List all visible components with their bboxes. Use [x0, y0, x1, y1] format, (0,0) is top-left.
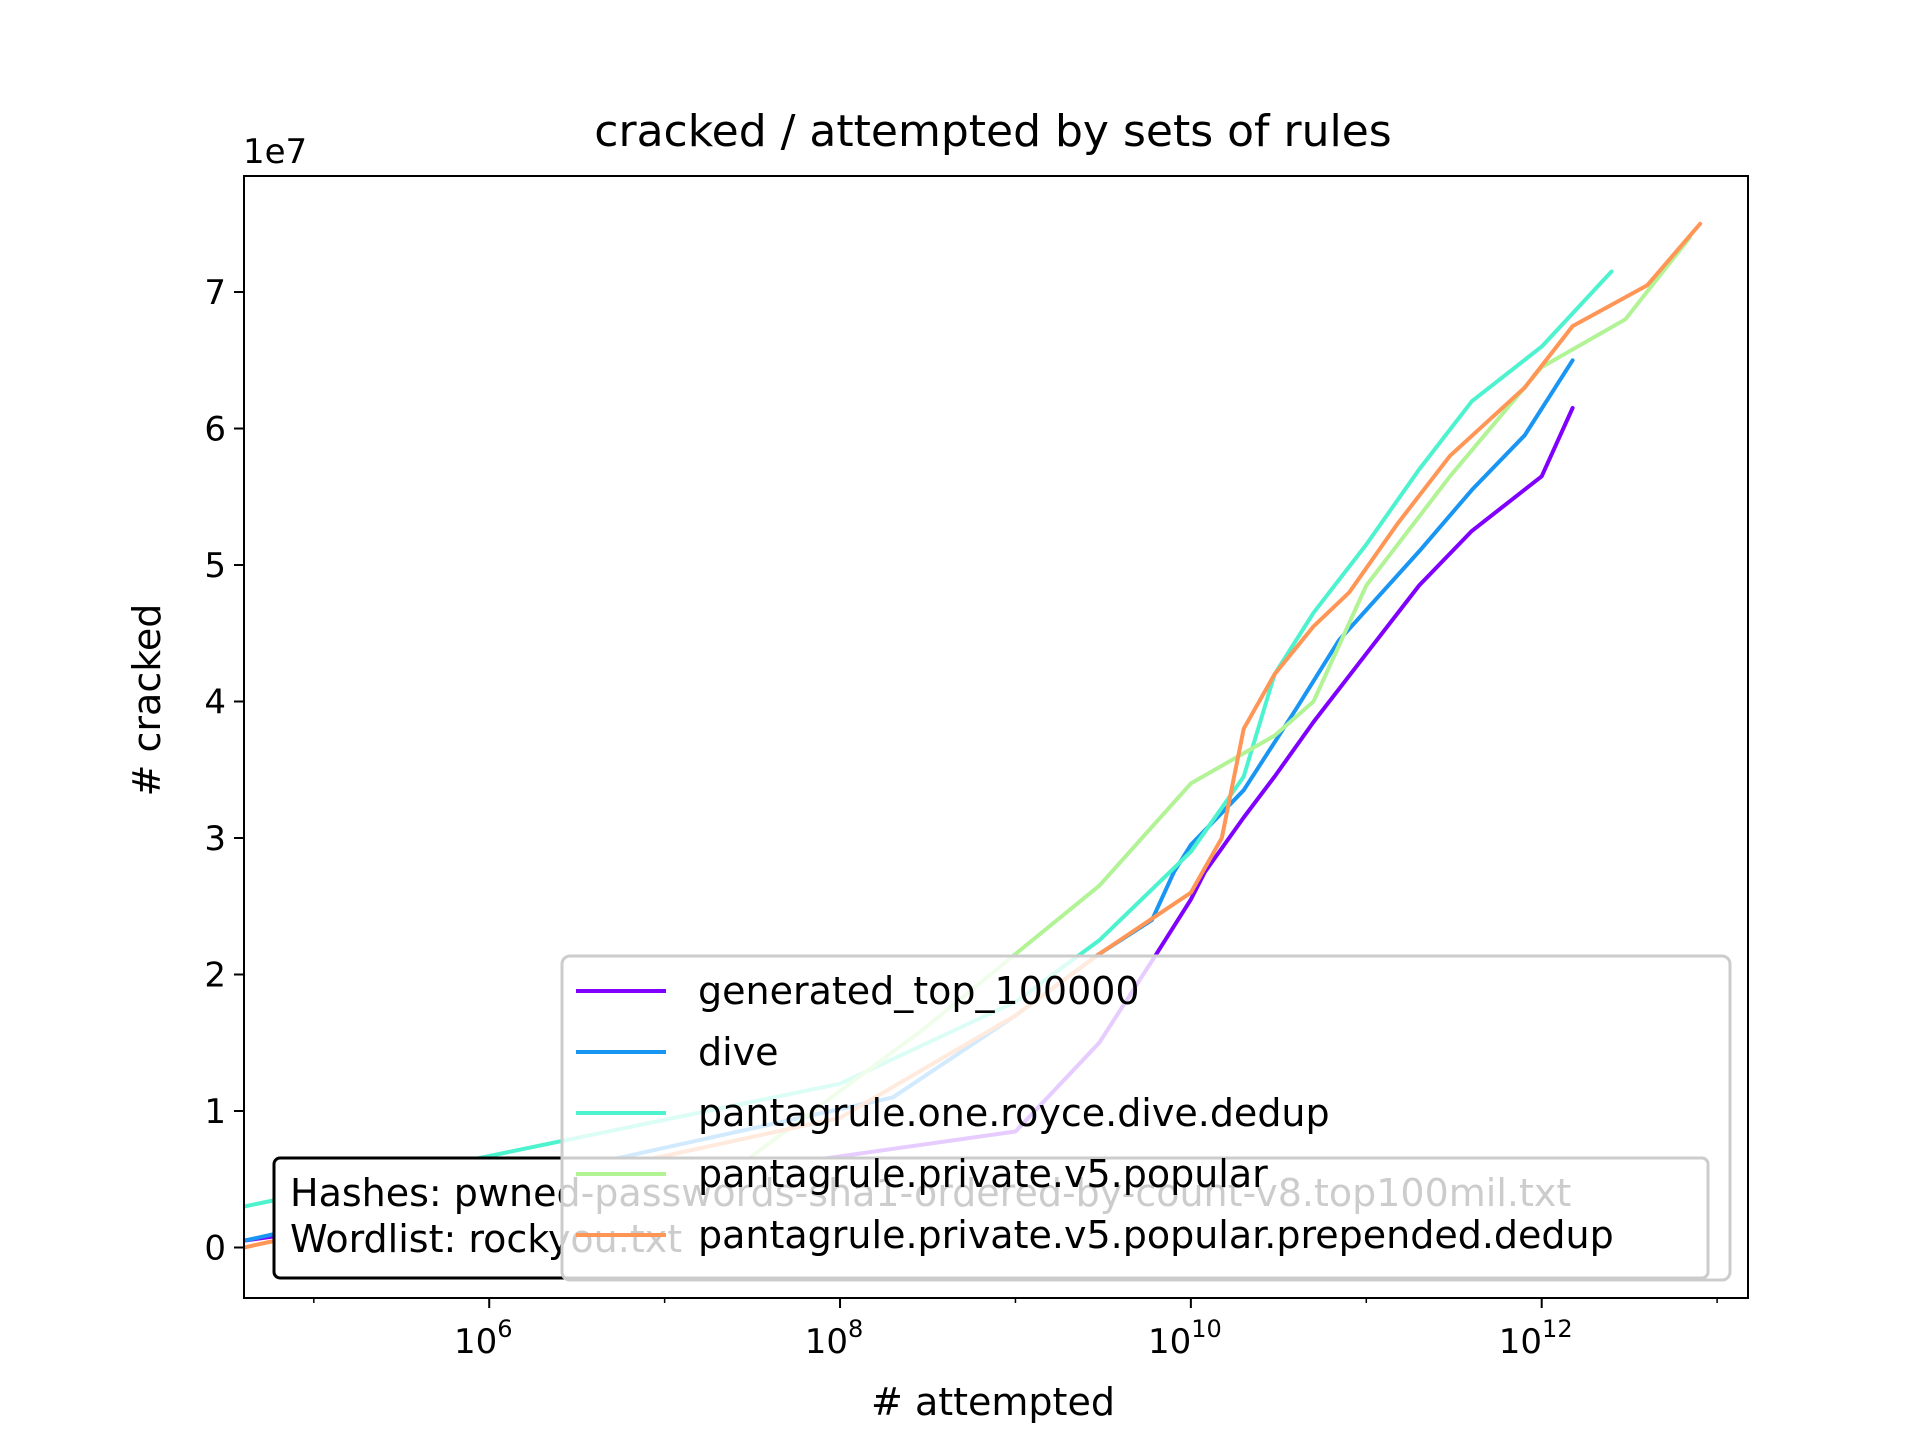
- y-tick-label: 3: [204, 819, 226, 859]
- y-tick-label: 6: [204, 410, 226, 450]
- y-tick-label: 0: [204, 1228, 226, 1268]
- x-axis-title: # attempted: [871, 1380, 1115, 1424]
- x-tick-label: 1012: [1499, 1315, 1573, 1362]
- plot-frame: [243, 175, 1749, 1299]
- legend-label: dive: [698, 1030, 779, 1074]
- chart-title: cracked / attempted by sets of rules: [594, 106, 1391, 157]
- y-tick-label: 7: [204, 273, 226, 313]
- legend-label: pantagrule.private.v5.popular: [698, 1152, 1268, 1196]
- x-tick-label: 106: [454, 1315, 513, 1362]
- legend-label: pantagrule.one.royce.dive.dedup: [698, 1091, 1330, 1135]
- legend-label: pantagrule.private.v5.popular.prepended.…: [698, 1213, 1614, 1257]
- y-tick-label: 2: [204, 956, 226, 996]
- legend-label: generated_top_100000: [698, 969, 1140, 1013]
- y-tick-label: 1: [204, 1092, 226, 1132]
- y-tick-label: 4: [204, 683, 226, 723]
- legend-frame: [560, 954, 1732, 1282]
- y-axis-title: # cracked: [125, 604, 169, 797]
- ticks-layer: 0 1 2 3 4 5 6 7 106 108 1010 1012: [204, 273, 1718, 1362]
- y-tick-label: 5: [204, 546, 226, 586]
- y-offset-label: 1e7: [243, 132, 307, 172]
- x-tick-label: 108: [805, 1315, 864, 1362]
- x-tick-label: 1010: [1148, 1315, 1222, 1362]
